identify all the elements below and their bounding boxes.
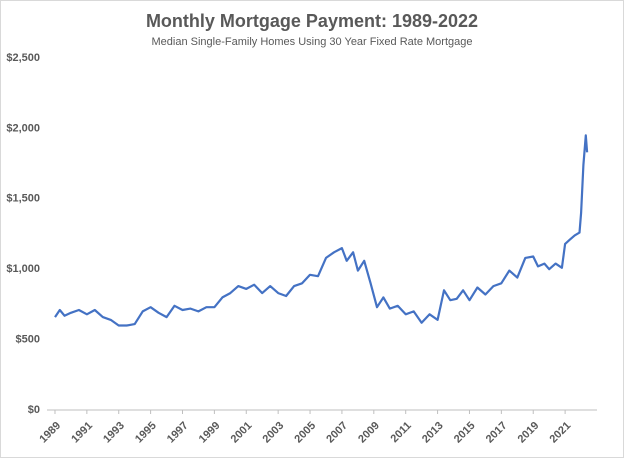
chart-subtitle: Median Single-Family Homes Using 30 Year… — [152, 36, 473, 48]
data-line — [54, 134, 589, 327]
y-tick-label: $500 — [16, 334, 40, 346]
y-tick-label: $2,500 — [6, 52, 40, 64]
chart-title: Monthly Mortgage Payment: 1989-2022 — [146, 11, 478, 31]
y-tick-label: $1,000 — [6, 263, 40, 275]
y-tick-label: $2,000 — [6, 122, 40, 134]
y-tick-label: $1,500 — [6, 193, 40, 205]
y-tick-label: $0 — [28, 404, 40, 416]
